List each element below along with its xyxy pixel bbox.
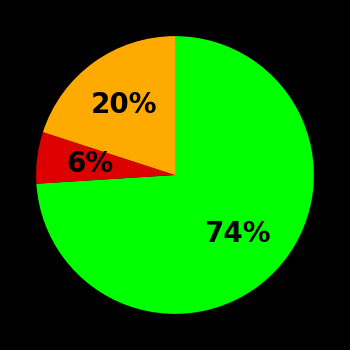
Text: 74%: 74% — [204, 220, 271, 248]
Text: 20%: 20% — [91, 91, 158, 119]
Wedge shape — [36, 132, 175, 184]
Text: 6%: 6% — [66, 150, 113, 178]
Wedge shape — [43, 36, 175, 175]
Wedge shape — [36, 36, 314, 314]
